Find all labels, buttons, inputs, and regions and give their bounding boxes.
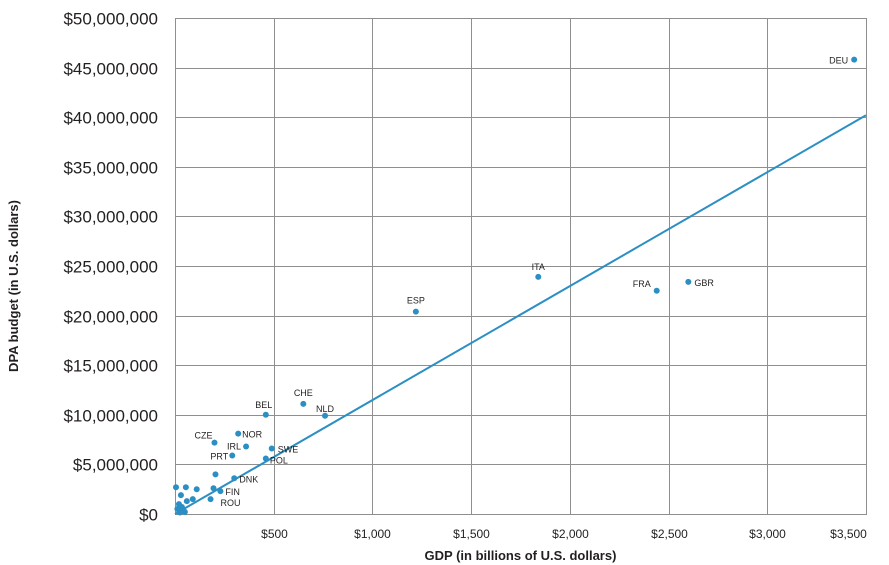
trend-line [174,114,867,515]
data-point [210,485,217,492]
y-tick-label: $10,000,000 [63,407,158,426]
point-label-irl: IRL [227,442,241,452]
point-label-dnk: DNK [239,474,258,484]
data-point-deu [851,56,858,63]
axis-layer: GDP (in billions of U.S. dollars) DPA bu… [6,10,867,564]
point-label-ita: ITA [532,262,545,272]
point-label-fra: FRA [633,279,651,289]
point-label-bel: BEL [255,400,272,410]
data-point-gbr [685,278,692,285]
point-label-rou: ROU [221,498,241,508]
data-point-cze [211,439,218,446]
data-point [183,498,190,505]
data-point-pol [262,455,269,462]
point-label-esp: ESP [407,296,425,306]
data-point-nor [235,430,242,437]
data-point [189,496,196,503]
data-point-irl [243,443,250,450]
data-point-esp [412,308,419,315]
data-point-dnk [231,475,238,482]
y-tick-label: $35,000,000 [63,159,158,178]
point-label-nld: NLD [316,404,335,414]
x-tick-label: $500 [261,527,288,541]
data-point [182,484,189,491]
data-point [181,509,188,516]
y-tick-label: $25,000,000 [63,258,158,277]
y-axis-title: DPA budget (in U.S. dollars) [6,200,21,372]
point-label-fin: FIN [225,487,240,497]
data-point-bel [262,411,269,418]
data-point-fin [217,488,224,495]
x-tick-label: $3,500 [830,527,867,541]
data-point [176,509,183,516]
data-point-rou [207,496,214,503]
data-point [172,484,179,491]
data-point-prt [229,452,236,459]
point-label-gbr: GBR [694,278,714,288]
point-label-prt: PRT [210,451,228,461]
data-point-nld [322,412,329,419]
y-tick-label: $40,000,000 [63,109,158,128]
points-layer [172,56,858,516]
data-point [177,492,184,499]
data-point [193,486,200,493]
x-tick-label: $1,500 [453,527,490,541]
data-point-fra [653,287,660,294]
x-tick-label: $1,000 [354,527,391,541]
y-tick-label: $5,000,000 [73,456,158,475]
y-tick-label: $30,000,000 [63,208,158,227]
point-label-cze: CZE [194,431,212,441]
point-label-deu: DEU [829,56,848,66]
x-tick-label: $2,000 [552,527,589,541]
x-tick-label: $2,500 [651,527,688,541]
data-point-swe [268,445,275,452]
x-tick-label: $3,000 [749,527,786,541]
y-tick-label: $20,000,000 [63,308,158,327]
data-point [212,471,219,478]
plot-border [175,18,867,515]
point-label-che: CHE [294,388,313,398]
point-label-nor: NOR [242,430,262,440]
data-point-ita [535,273,542,280]
point-label-swe: SWE [278,445,299,455]
y-tick-label: $15,000,000 [63,357,158,376]
x-axis-title: GDP (in billions of U.S. dollars) [425,548,617,563]
y-tick-label: $50,000,000 [63,10,158,29]
trend-layer [174,114,867,515]
data-point-che [300,400,307,407]
y-tick-label: $0 [139,506,158,525]
grid-layer [175,18,867,515]
point-label-pol: POL [270,455,288,465]
y-tick-label: $45,000,000 [63,60,158,79]
